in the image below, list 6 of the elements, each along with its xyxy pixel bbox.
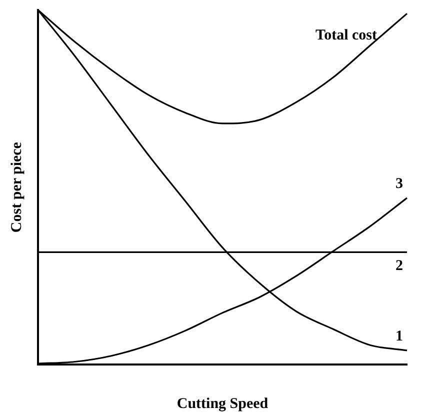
series-label: 2 xyxy=(396,258,403,274)
x-axis-title: Cutting Speed xyxy=(176,396,269,412)
y-axis-title: Cost per piece xyxy=(8,142,25,233)
series-label: 1 xyxy=(396,328,403,344)
series-label: 3 xyxy=(396,176,403,192)
series-label: Total cost xyxy=(315,27,378,44)
